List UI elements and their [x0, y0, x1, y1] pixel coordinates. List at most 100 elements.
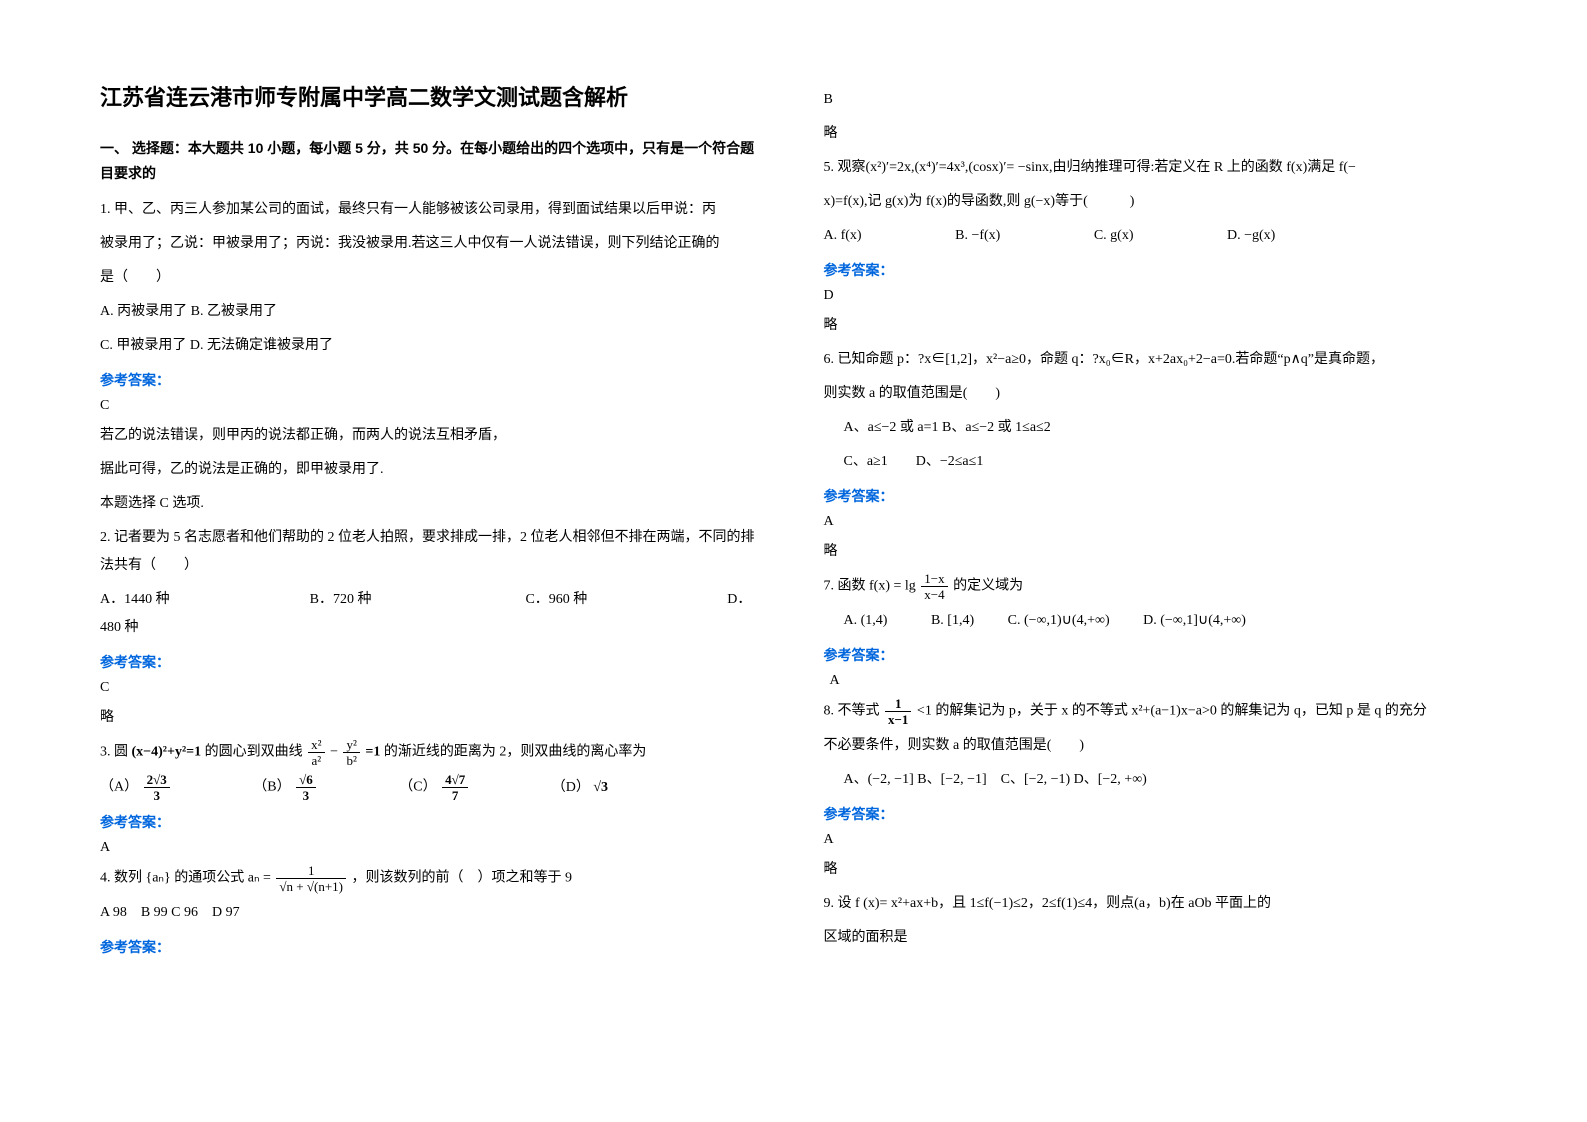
q3-opt-d-val: √3 — [593, 780, 608, 795]
q7-stem: 7. 函数 f(x) = lg 1−x x−4 的定义域为 — [824, 572, 1488, 601]
q8-options: A、(−2, −1] B、[−2, −1] C、[−2, −1) D、[−2, … — [844, 766, 1488, 794]
left-column: 江苏省连云港市师专附属中学高二数学文测试题含解析 一、 选择题：本大题共 10 … — [100, 80, 764, 965]
q2-options: A．1440 种 B．720 种 C．960 种 D．480 种 — [100, 586, 764, 642]
q5-answer-label: 参考答案： — [824, 260, 1488, 280]
q3-hyp-num1: x² — [308, 738, 324, 753]
q4-formula-den: √n + √(n+1) — [276, 879, 346, 893]
q2-stem: 2. 记者要为 5 名志愿者和他们帮助的 2 位老人拍照，要求排成一排，2 位老… — [100, 524, 764, 580]
q9-stem-1: 9. 设 f (x)= x²+ax+b，且 1≤f(−1)≤2，2≤f(1)≤4… — [824, 890, 1488, 918]
q5-options: A. f(x) B. −f(x) C. g(x) D. −g(x) — [824, 222, 1488, 250]
q4-seq: {aₙ} — [146, 871, 171, 886]
q5-stem-2: x)=f(x),记 g(x)为 f(x)的导函数,则 g(−x)等于( ) — [824, 188, 1488, 216]
q8-frac-den: x−1 — [885, 712, 911, 726]
q3-opt-c-den: 7 — [442, 788, 468, 802]
q7-opt-c: C. (−∞,1)∪(4,+∞) — [1008, 613, 1110, 628]
q1-answer-label: 参考答案： — [100, 370, 764, 390]
q1-options-ab: A. 丙被录用了 B. 乙被录用了 — [100, 298, 764, 326]
q8-frac-num: 1 — [885, 697, 911, 712]
q5-answer: D — [824, 288, 1488, 304]
q3-answer: A — [100, 840, 764, 856]
q1-stem-line3: 是（ ） — [100, 264, 764, 292]
q7-opt-d: D. (−∞,1]∪(4,+∞) — [1143, 613, 1246, 628]
q3-opt-a-num: 2√3 — [144, 773, 170, 788]
q8-stem-mid: <1 的解集记为 p，关于 x 的不等式 x²+(a−1)x−a>0 的解集记为… — [917, 704, 1427, 719]
q4-stem-pre: 4. 数列 — [100, 871, 142, 886]
q8-explain: 略 — [824, 856, 1488, 884]
q3-eq1: =1 — [365, 745, 380, 760]
q6-stem-1: 6. 已知命题 p：?x∈[1,2]，x²−a≥0，命题 q：?x₀∈R，x+2… — [824, 346, 1488, 374]
q4-stem: 4. 数列 {aₙ} 的通项公式 aₙ = 1 √n + √(n+1) ，则该数… — [100, 864, 764, 893]
q3-hyp-num2: y² — [343, 738, 359, 753]
q9-stem-2: 区域的面积是 — [824, 924, 1488, 952]
q7-fx: f(x) = lg — [869, 579, 916, 594]
q3-opt-c: （C） 4√7 7 — [399, 773, 508, 802]
q3-hyperbola-term2: y² b² — [343, 738, 359, 767]
q3-opt-a: （A） 2√3 3 — [100, 773, 210, 802]
q7-den: x−4 — [921, 587, 947, 601]
right-column: B 略 5. 观察(x²)′=2x,(x⁴)′=4x³,(cosx)′= −si… — [824, 80, 1488, 965]
q4-formula-num: 1 — [276, 864, 346, 879]
q4-explain: 略 — [824, 120, 1488, 148]
q3-stem: 3. 圆 (x−4)²+y²=1 的圆心到双曲线 x² a² − y² b² =… — [100, 738, 764, 767]
q5-opt-d: D. −g(x) — [1227, 222, 1275, 250]
q4-stem-post: ，则该数列的前（ ）项之和等于 — [352, 871, 562, 886]
q7-answer-label: 参考答案： — [824, 645, 1488, 665]
q7-opt-a-val: (1,4) — [861, 613, 888, 628]
q8-frac: 1 x−1 — [885, 697, 911, 726]
q6-explain: 略 — [824, 538, 1488, 566]
q3-opt-b-frac: √6 3 — [296, 773, 316, 802]
q1-explain-1: 若乙的说法错误，则甲丙的说法都正确，而两人的说法互相矛盾， — [100, 422, 764, 450]
q1-stem-line2: 被录用了；乙说：甲被录用了；丙说：我没被录用.若这三人中仅有一人说法错误，则下列… — [100, 230, 764, 258]
q7-options: A. (1,4) B. [1,4) C. (−∞,1)∪(4,+∞) D. (−… — [844, 607, 1488, 635]
q4-answer: B — [824, 86, 1488, 114]
q3-opt-a-frac: 2√3 3 — [144, 773, 170, 802]
q7-opt-b: B. [1,4) — [931, 613, 974, 628]
q3-stem-pre: 3. 圆 — [100, 745, 128, 760]
main-title: 江苏省连云港市师专附属中学高二数学文测试题含解析 — [100, 80, 764, 112]
q4-formula-frac: 1 √n + √(n+1) — [276, 864, 346, 893]
q3-opt-a-den: 3 — [144, 788, 170, 802]
q3-opt-c-num: 4√7 — [442, 773, 468, 788]
section-heading: 一、 选择题：本大题共 10 小题，每小题 5 分，共 50 分。在每小题给出的… — [100, 136, 764, 186]
q3-opt-d: （D） √3 — [552, 774, 608, 802]
q1-explain-2: 据此可得，乙的说法是正确的，即甲被录用了. — [100, 456, 764, 484]
page: 江苏省连云港市师专附属中学高二数学文测试题含解析 一、 选择题：本大题共 10 … — [0, 0, 1587, 1005]
q3-circle-eq: (x−4)²+y²=1 — [132, 745, 202, 760]
q7-stem-post: 的定义域为 — [953, 579, 1023, 594]
q7-answer: A — [830, 673, 1488, 689]
q4-stem-mid: 的通项公式 — [174, 871, 244, 886]
q7-opt-b-val: [1,4) — [947, 613, 974, 628]
q8-answer-label: 参考答案： — [824, 804, 1488, 824]
q3-stem-mid: 的圆心到双曲线 — [205, 745, 303, 760]
q7-num: 1−x — [921, 572, 947, 587]
q2-answer-label: 参考答案： — [100, 652, 764, 672]
q1-options-cd: C. 甲被录用了 D. 无法确定谁被录用了 — [100, 332, 764, 360]
q6-answer: A — [824, 514, 1488, 530]
q5-opt-c: C. g(x) — [1094, 222, 1134, 250]
q3-opt-b: （B） √6 3 — [253, 773, 355, 802]
q6-opts-row1: A、a≤−2 或 a=1 B、a≤−2 或 1≤a≤2 — [844, 414, 1488, 442]
q8-stem-pre: 8. 不等式 — [824, 704, 880, 719]
q5-opt-a: A. f(x) — [824, 222, 862, 250]
q4-options: A 98 B 99 C 96 D 97 — [100, 899, 764, 927]
q7-stem-pre: 7. 函数 — [824, 579, 866, 594]
q3-opt-b-den: 3 — [296, 788, 316, 802]
q3-opt-c-frac: 4√7 7 — [442, 773, 468, 802]
q4-formula-lhs: aₙ = — [248, 871, 271, 886]
q7-opt-a: A. (1,4) — [844, 613, 888, 628]
q2-explain: 略 — [100, 704, 764, 732]
q8-stem-1: 8. 不等式 1 x−1 <1 的解集记为 p，关于 x 的不等式 x²+(a−… — [824, 697, 1488, 726]
q7-opt-c-val: (−∞,1)∪(4,+∞) — [1024, 613, 1110, 628]
q3-answer-label: 参考答案： — [100, 812, 764, 832]
q6-opts-row2: C、a≥1 D、−2≤a≤1 — [844, 448, 1488, 476]
q1-answer: C — [100, 398, 764, 414]
q7-opt-d-val: (−∞,1]∪(4,+∞) — [1160, 613, 1246, 628]
q1-explain-3: 本题选择 C 选项. — [100, 490, 764, 518]
q5-stem-1: 5. 观察(x²)′=2x,(x⁴)′=4x³,(cosx)′= −sinx,由… — [824, 154, 1488, 182]
q3-hyp-den2: b² — [343, 753, 359, 767]
q5-explain: 略 — [824, 312, 1488, 340]
q6-answer-label: 参考答案： — [824, 486, 1488, 506]
q8-stem-2: 不必要条件，则实数 a 的取值范围是( ) — [824, 732, 1488, 760]
q3-options: （A） 2√3 3 （B） √6 3 （C） 4√7 7 （D） √3 — [100, 773, 764, 802]
q4-answer-label: 参考答案： — [100, 937, 764, 957]
